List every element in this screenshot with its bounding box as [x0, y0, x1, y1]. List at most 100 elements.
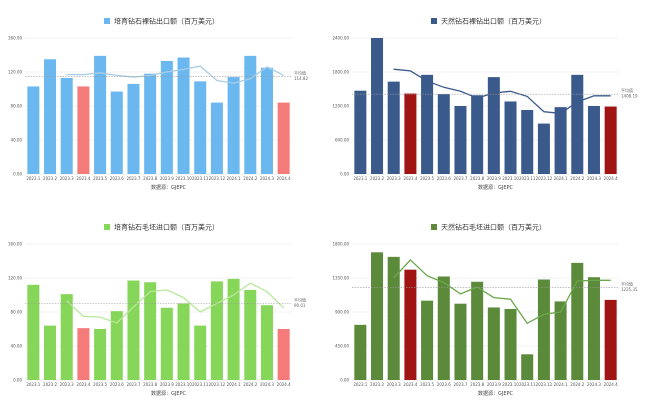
x-tick-label: 2023.7 — [126, 176, 140, 181]
x-tick-label: 2023.12 — [536, 176, 553, 181]
x-tick-label: 2024.3 — [260, 382, 274, 387]
average-label: 平均值 — [294, 69, 306, 75]
x-tick-label: 2023.7 — [453, 382, 467, 387]
bar-2023.10 — [504, 101, 517, 174]
x-tick-label: 2023.1 — [26, 382, 40, 387]
bar-2024.2 — [571, 74, 584, 174]
bar-2024.3 — [587, 106, 600, 174]
bar-2023.2 — [371, 38, 384, 174]
y-tick-label: 2400.00 — [332, 36, 349, 41]
bar-2023.2 — [44, 59, 57, 174]
bar-2023.7 — [127, 83, 140, 174]
moving-average-line — [66, 65, 284, 84]
x-tick-label: 2023.2 — [370, 382, 384, 387]
x-tick-label: 2024.4 — [604, 382, 618, 387]
y-tick-label: 160.00 — [8, 36, 22, 41]
x-tick-label: 2023.2 — [370, 176, 384, 181]
x-tick-label: 2024.4 — [277, 382, 291, 387]
chart-panel-lab-rough-import: 培育钻石毛坯进口额（百万美元） 0.00 40.00 80.00 120.00 160.0… — [0, 206, 327, 412]
bar-2023.7 — [454, 106, 467, 174]
bar-2023.3 — [387, 256, 400, 380]
y-tick-label: 160.00 — [8, 242, 22, 247]
bar-2024.1 — [554, 107, 567, 174]
y-tick-label: 1350.00 — [332, 276, 349, 281]
bar-2023.12 — [537, 123, 550, 174]
bar-2024.4 — [277, 102, 290, 174]
x-tick-label: 2023.10 — [502, 382, 519, 387]
chart-svg-3: 天然钻石毛坯进口额（百万美元） 0.00 450.00 900.00 1350.00 18… — [332, 223, 638, 398]
x-tick-label: 2023.11 — [192, 382, 209, 387]
bar-2023.8 — [144, 73, 157, 174]
x-tick-label: 2023.4 — [76, 176, 90, 181]
bar-2024.3 — [260, 305, 273, 380]
y-tick-label: 0.00 — [340, 378, 349, 383]
source-label: 数据源：GJEPC — [151, 184, 187, 191]
bar-2023.11 — [194, 325, 207, 380]
bar-2023.3 — [60, 294, 73, 380]
x-tick-label: 2023.9 — [160, 382, 174, 387]
bar-2023.5 — [94, 55, 107, 174]
bar-2023.3 — [387, 81, 400, 174]
bar-2024.1 — [554, 301, 567, 380]
x-tick-label: 2023.9 — [487, 176, 501, 181]
y-tick-label: 0.00 — [13, 172, 22, 177]
bar-2023.6 — [110, 91, 123, 174]
bar-2024.4 — [604, 106, 617, 174]
bar-2023.9 — [487, 307, 500, 380]
y-tick-label: 1800.00 — [332, 242, 349, 247]
average-value: 90.01 — [294, 303, 306, 308]
bar-2024.1 — [227, 77, 240, 174]
x-tick-label: 2023.8 — [470, 382, 484, 387]
x-tick-label: 2024.1 — [227, 382, 241, 387]
x-tick-label: 2024.2 — [243, 176, 257, 181]
y-tick-label: 120.00 — [8, 276, 22, 281]
x-tick-label: 2023.8 — [143, 176, 157, 181]
average-value: 114.82 — [294, 76, 308, 81]
bar-2023.3 — [60, 77, 73, 174]
y-tick-label: 80.00 — [11, 310, 23, 315]
bar-2023.8 — [471, 281, 484, 380]
bar-2023.1 — [27, 86, 40, 174]
bar-2024.2 — [571, 262, 584, 380]
x-tick-label: 2023.11 — [519, 382, 536, 387]
chart-title: 天然钻石毛坯进口额（百万美元） — [441, 223, 546, 232]
moving-average-line — [66, 282, 285, 324]
y-tick-label: 0.00 — [13, 378, 22, 383]
bar-2023.9 — [160, 60, 173, 175]
bar-2023.4 — [77, 328, 90, 380]
bar-2024.2 — [244, 55, 257, 174]
bar-2024.4 — [277, 329, 290, 380]
y-tick-label: 1800.00 — [332, 70, 349, 75]
chart-title-group: 培育钻石裸钻出口额（百万美元） — [104, 17, 219, 26]
bar-2023.8 — [471, 95, 484, 174]
x-tick-label: 2023.8 — [470, 176, 484, 181]
x-tick-label: 2023.3 — [60, 176, 74, 181]
y-tick-label: 1200.00 — [332, 104, 349, 109]
x-tick-label: 2023.5 — [93, 176, 107, 181]
x-tick-label: 2023.5 — [420, 176, 434, 181]
x-tick-label: 2024.1 — [227, 176, 241, 181]
x-tick-label: 2024.1 — [554, 382, 568, 387]
x-tick-label: 2023.6 — [110, 176, 124, 181]
x-tick-label: 2023.2 — [43, 176, 57, 181]
bar-2023.6 — [437, 276, 450, 380]
x-tick-label: 2024.3 — [260, 176, 274, 181]
bar-2023.12 — [537, 279, 550, 380]
chart-panel-lab-polished-export: 培育钻石裸钻出口额（百万美元） 0.00 40.00 80.00 120.00 160.0… — [0, 0, 327, 206]
x-tick-label: 2023.5 — [93, 382, 107, 387]
chart-title: 培育钻石毛坯进口额（百万美元） — [114, 223, 219, 232]
average-label: 平均值 — [294, 296, 306, 302]
chart-title-group: 天然钻石毛坯进口额（百万美元） — [431, 223, 546, 232]
bar-2023.11 — [521, 109, 534, 174]
x-tick-label: 2024.2 — [570, 382, 584, 387]
average-value: 1225.35 — [621, 287, 638, 292]
x-tick-label: 2023.12 — [209, 176, 226, 181]
chart-svg-0: 培育钻石裸钻出口额（百万美元） 0.00 40.00 80.00 120.00 160.0… — [8, 17, 308, 192]
x-tick-label: 2023.3 — [387, 382, 401, 387]
bar-2023.1 — [354, 90, 367, 174]
bar-2024.1 — [227, 278, 240, 380]
chart-svg-2: 培育钻石毛坯进口额（百万美元） 0.00 40.00 80.00 120.00 160.0… — [8, 223, 306, 398]
bar-2023.10 — [177, 303, 190, 380]
x-tick-label: 2024.2 — [570, 176, 584, 181]
x-tick-label: 2023.5 — [420, 382, 434, 387]
